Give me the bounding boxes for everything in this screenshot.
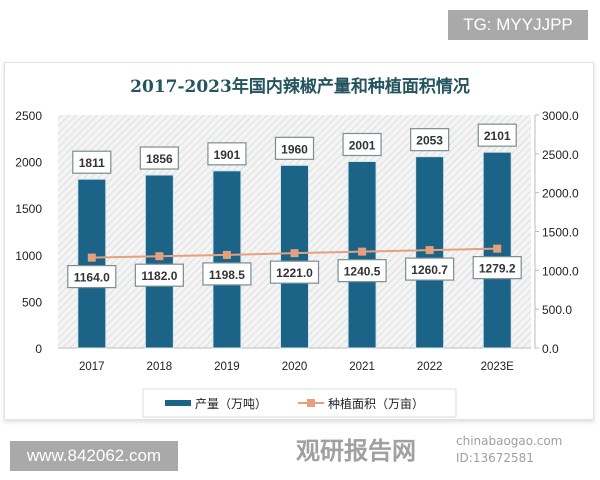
line-label-box [202, 262, 252, 286]
watermark-id: ID:13672581 [456, 451, 534, 465]
y-left-tick: 1500 [15, 202, 42, 216]
y-left-tick: 500 [22, 295, 42, 309]
line-point [222, 250, 231, 259]
bar-label: 2053 [416, 134, 443, 148]
bar [212, 170, 242, 349]
y-left-tick: 2500 [15, 109, 42, 123]
line-label: 1164.0 [74, 271, 110, 285]
line-point [493, 244, 502, 253]
bar-label: 1960 [281, 142, 308, 156]
line-label-box [67, 264, 117, 289]
line-label-box [134, 263, 184, 287]
y-right-tick: 2500.0 [542, 148, 579, 162]
bar-label: 1811 [79, 156, 105, 170]
watermark-logo: 观研报告网 [296, 437, 416, 465]
bar [77, 178, 107, 349]
x-tick: 2023E [481, 361, 515, 373]
x-tick: 2019 [214, 361, 240, 373]
line-label: 1198.5 [209, 268, 245, 282]
line-label: 1260.7 [411, 263, 448, 277]
bar-label-box [207, 142, 247, 166]
legend-swatch-bar [165, 400, 191, 406]
x-tick: 2022 [417, 361, 443, 373]
watermark-site: chinabaogao.com [456, 434, 563, 448]
line-label-box [269, 260, 320, 284]
x-tick: 2018 [147, 361, 173, 373]
y-left-tick: 2000 [15, 156, 42, 170]
y-right-tick: 3000.0 [542, 109, 579, 123]
bar-label: 2001 [349, 139, 376, 153]
bar-label-box [274, 136, 315, 160]
line-label: 1240.5 [344, 265, 381, 279]
x-tick: 2020 [282, 361, 308, 373]
bar [144, 174, 174, 349]
footer-url: www.842062.com [10, 441, 178, 471]
bar-label: 1901 [214, 148, 241, 162]
legend-label: 产量（万吨） [195, 397, 267, 411]
x-tick: 2017 [79, 361, 105, 373]
y-right-tick: 2000.0 [542, 187, 579, 201]
y-left-tick: 0 [35, 342, 42, 356]
line-label: 1182.0 [141, 269, 177, 283]
line-label: 1221.0 [276, 266, 313, 280]
bar [482, 151, 512, 349]
line-point [290, 249, 299, 258]
legend-label: 种植面积（万亩） [328, 396, 424, 411]
line-point [155, 252, 164, 261]
header-tag: TG: MYYJJPP [448, 10, 588, 40]
y-right-tick: 0.0 [542, 342, 559, 356]
line-point [425, 246, 434, 255]
y-right-tick: 1500.0 [542, 226, 579, 240]
line-label: 1279.2 [479, 262, 516, 276]
chart-title: 2017-2023年国内辣椒产量和种植面积情况 [130, 77, 470, 97]
bar-label-box [72, 150, 112, 174]
bar-label: 1856 [146, 152, 173, 166]
line-point [87, 253, 96, 262]
y-right-tick: 500.0 [542, 303, 572, 317]
y-right-tick: 1000.0 [542, 264, 579, 278]
bar-label-box [410, 128, 450, 152]
bar-label-box [477, 123, 517, 147]
bar-label-box [139, 146, 179, 170]
line-label-box [337, 259, 387, 283]
y-left-tick: 1000 [15, 249, 42, 263]
bar-label-box [342, 132, 382, 157]
legend-swatch-marker [307, 399, 315, 407]
line-label-box [405, 257, 455, 281]
bar-label: 2101 [484, 129, 511, 143]
line-label-box [472, 256, 522, 280]
x-tick: 2021 [349, 361, 375, 373]
line-point [358, 247, 367, 256]
